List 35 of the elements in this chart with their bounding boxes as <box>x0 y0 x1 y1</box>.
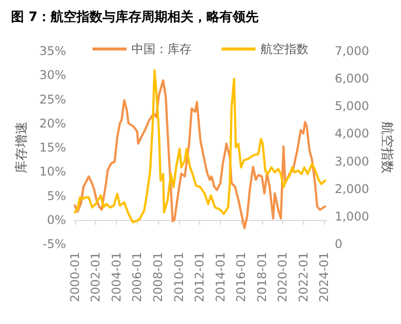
x-tick-label: 2008-01 <box>150 252 165 302</box>
y-axis-title: 库存增速 <box>14 122 30 174</box>
x-tick-label: 2014-01 <box>213 252 228 302</box>
x-tick-label: 2016-01 <box>234 252 248 302</box>
y2-tick-label: 6,000 <box>334 72 370 86</box>
y-tick-label: 35% <box>39 44 66 58</box>
y2-tick-label: 7,000 <box>334 44 370 58</box>
y-tick-label: 20% <box>39 116 66 130</box>
x-tick-label: 2020-01 <box>276 252 290 302</box>
y-tick-label: 25% <box>39 92 66 106</box>
legend-label: 中国：库存 <box>132 42 192 56</box>
y-tick-label: 30% <box>39 68 66 82</box>
y-tick-label: 10% <box>39 164 66 179</box>
x-tick-label: 2006-01 <box>130 252 144 302</box>
x-tick-label: 2012-01 <box>192 252 207 302</box>
x-tick-label: 2024-01 <box>317 252 332 302</box>
y2-tick-label: 2,000 <box>334 182 370 196</box>
x-tick-label: 2010-01 <box>172 252 186 302</box>
legend-label: 航空指数 <box>260 42 308 56</box>
x-tick-label: 2018-01 <box>254 252 269 302</box>
y-tick-label: 0% <box>46 212 66 227</box>
y2-tick-label: 3,000 <box>334 154 370 168</box>
chart-title: 图 7：航空指数与库存周期相关，略有领先 <box>11 9 259 25</box>
x-tick-label: 2004-01 <box>109 252 124 302</box>
y2-tick-label: 4,000 <box>334 126 370 141</box>
y2-tick-label: 5,000 <box>334 99 370 114</box>
y2-axis-title: 航空指数 <box>379 122 394 174</box>
x-tick-label: 2002-01 <box>88 252 103 302</box>
y2-tick-label: 0 <box>334 237 342 251</box>
y-tick-label: 5% <box>46 188 66 203</box>
y2-tick-label: 1,000 <box>334 209 370 224</box>
x-tick-label: 2022-01 <box>296 252 310 302</box>
y-tick-label: -5% <box>42 237 66 251</box>
x-tick-label: 2000-01 <box>68 252 82 302</box>
y-tick-label: 15% <box>39 140 66 154</box>
